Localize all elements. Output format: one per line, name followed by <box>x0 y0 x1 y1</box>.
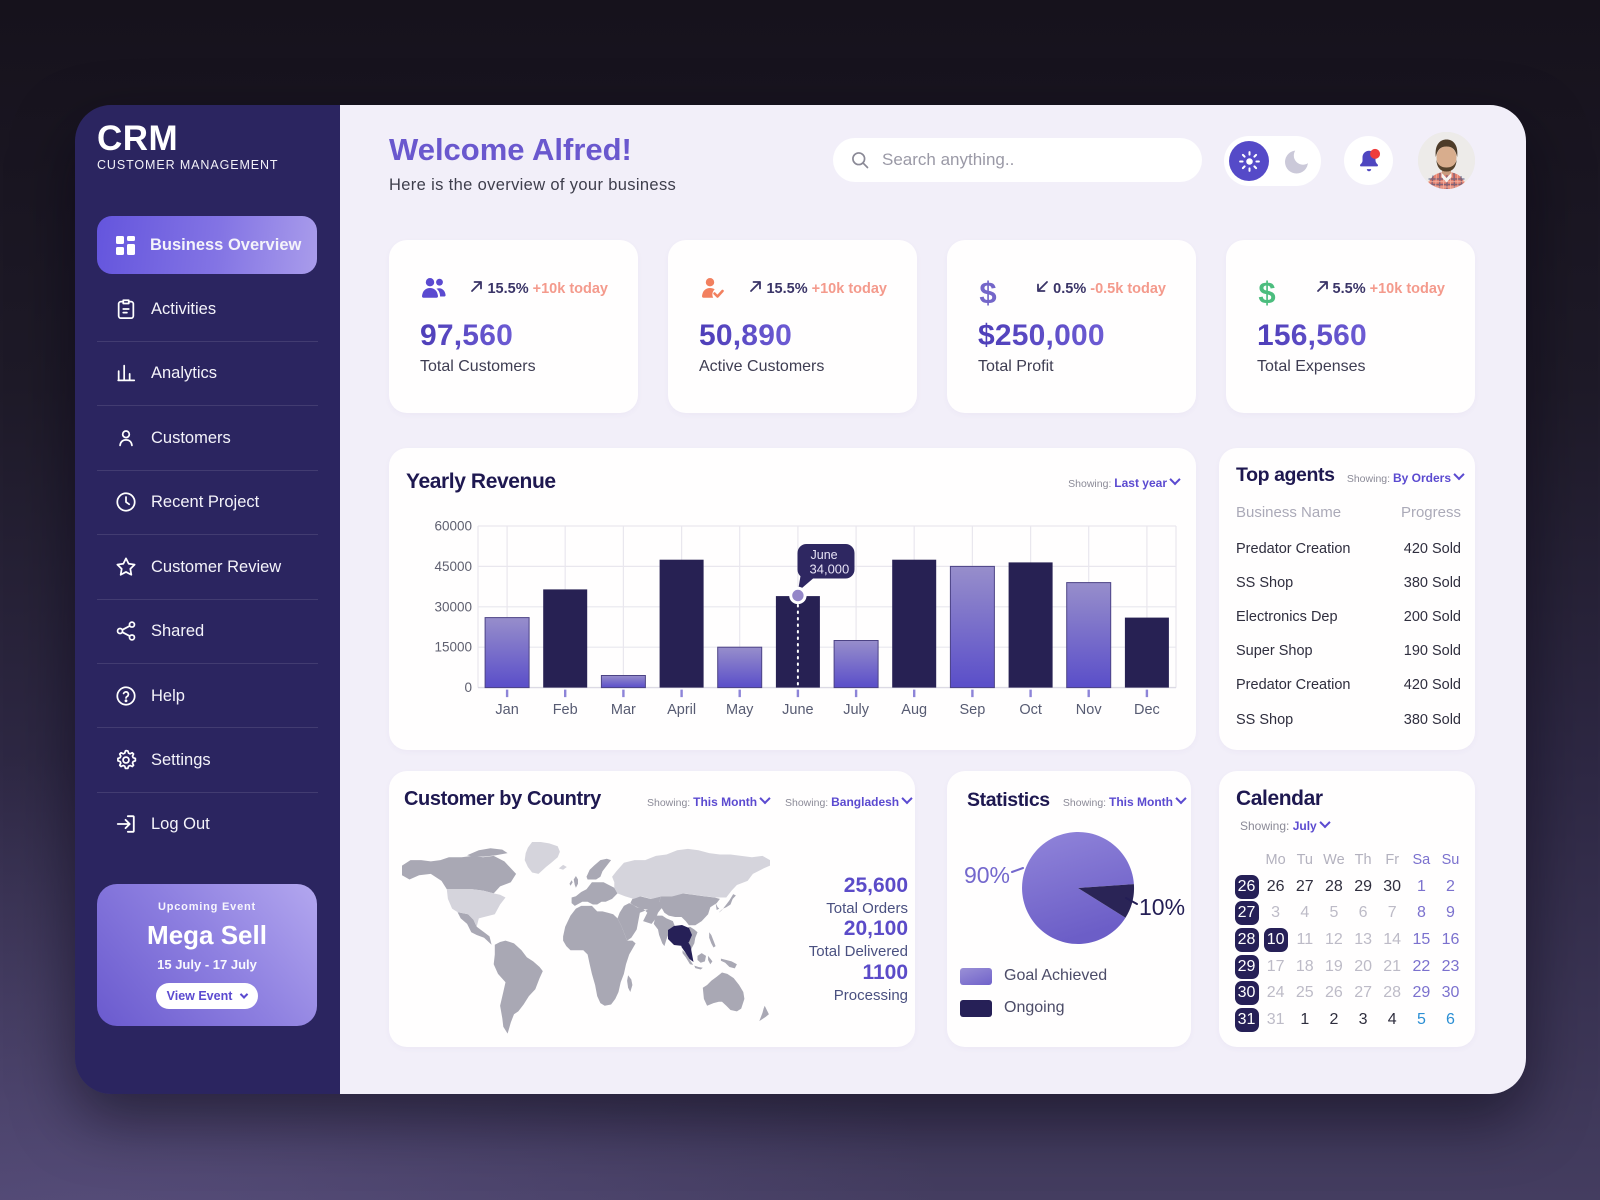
svg-text:10%: 10% <box>1139 894 1185 920</box>
svg-text:Mar: Mar <box>611 702 636 718</box>
svg-text:Aug: Aug <box>901 702 927 718</box>
svg-text:June: June <box>811 548 838 562</box>
svg-text:0: 0 <box>464 680 472 695</box>
svg-text:Dec: Dec <box>1134 702 1160 718</box>
svg-text:July: July <box>843 702 870 718</box>
svg-text:$: $ <box>979 276 996 308</box>
svg-text:15000: 15000 <box>434 640 472 655</box>
svg-text:April: April <box>667 702 696 718</box>
svg-text:60000: 60000 <box>434 519 472 534</box>
svg-text:34,000: 34,000 <box>810 562 850 577</box>
svg-text:$: $ <box>1258 276 1275 308</box>
svg-text:30000: 30000 <box>434 599 472 614</box>
svg-text:June: June <box>782 702 813 718</box>
svg-text:Nov: Nov <box>1076 702 1103 718</box>
svg-text:May: May <box>726 702 754 718</box>
svg-text:Sep: Sep <box>959 702 985 718</box>
svg-text:Feb: Feb <box>553 702 578 718</box>
svg-text:Oct: Oct <box>1019 702 1042 718</box>
svg-text:90%: 90% <box>964 862 1010 888</box>
svg-text:Jan: Jan <box>495 702 518 718</box>
svg-text:45000: 45000 <box>434 559 472 574</box>
